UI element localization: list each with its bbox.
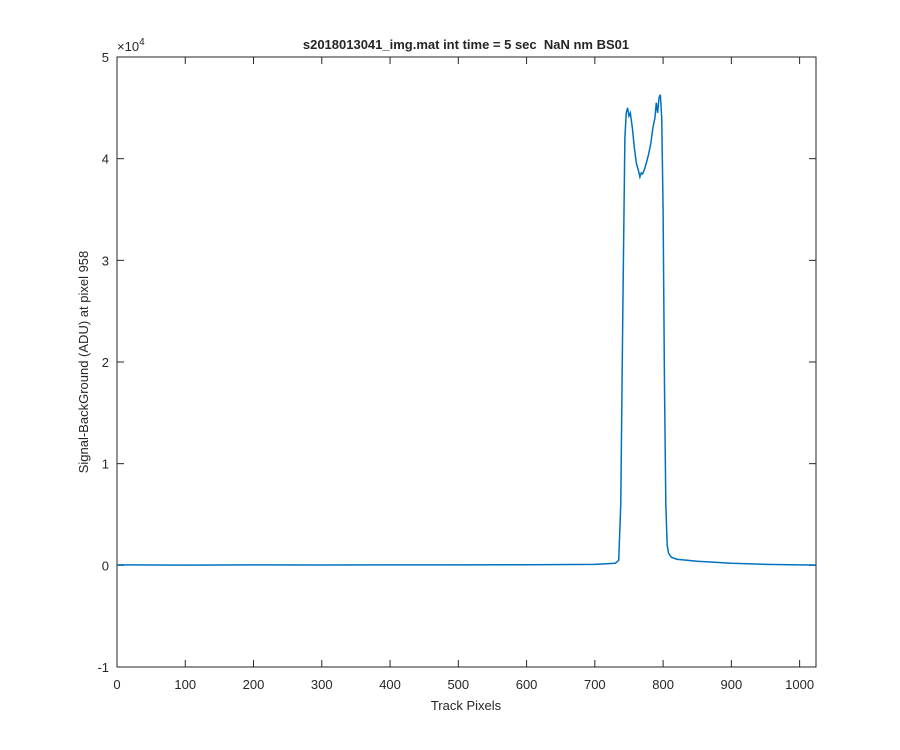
x-tick-label: 1000	[785, 677, 814, 692]
x-tick-label: 800	[652, 677, 674, 692]
y-multiplier: ×104	[117, 37, 145, 54]
data-line	[116, 94, 817, 566]
y-tick-label: 0	[102, 558, 109, 573]
x-tick-label: 0	[113, 677, 120, 692]
y-tick-label: 2	[102, 355, 109, 370]
y-tick-label: 4	[102, 152, 109, 167]
x-tick-label: 300	[311, 677, 333, 692]
axes-box	[116, 56, 817, 668]
x-tick-label: 400	[379, 677, 401, 692]
y-multiplier-base: ×10	[117, 39, 139, 54]
x-tick-label: 100	[174, 677, 196, 692]
y-tick-label: 3	[102, 253, 109, 268]
y-multiplier-exponent: 4	[139, 37, 145, 48]
x-tick-label: 600	[516, 677, 538, 692]
x-tick-label: 900	[721, 677, 743, 692]
y-axis-label: Signal-BackGround (ADU) at pixel 958	[76, 251, 91, 474]
x-tick-label: 700	[584, 677, 606, 692]
y-tick-label: -1	[97, 660, 109, 675]
x-tick-label: 200	[243, 677, 265, 692]
x-tick-label: 500	[447, 677, 469, 692]
y-tick-label: 5	[102, 50, 109, 65]
chart-title: s2018013041_img.mat int time = 5 sec NaN…	[303, 37, 629, 52]
y-tick-label: 1	[102, 457, 109, 472]
x-axis-label: Track Pixels	[431, 698, 502, 713]
